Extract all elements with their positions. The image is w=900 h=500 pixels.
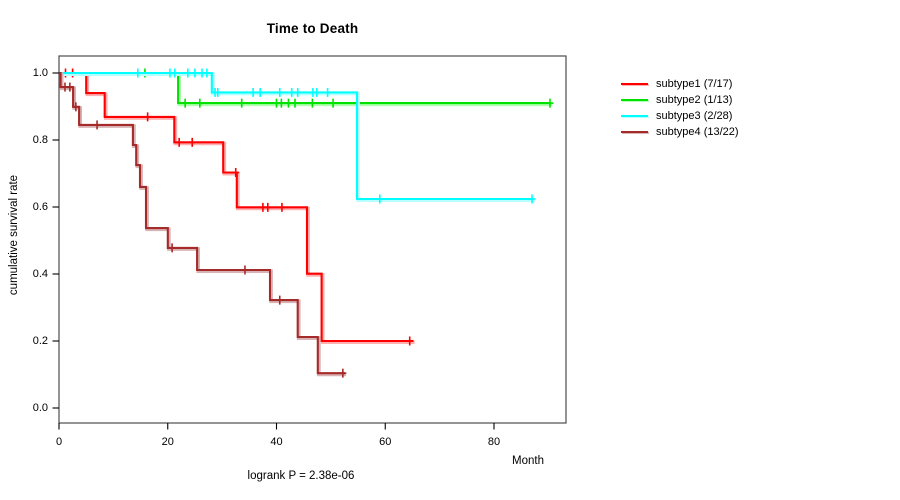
y-tick-label: 0.8 (32, 133, 48, 146)
curve-subtype1 (59, 71, 414, 343)
curve-halo-2 (60, 72, 553, 107)
curve-halo-4 (59, 72, 347, 377)
curve-subtype4 (59, 71, 345, 375)
legend-item-subtype1: subtype1 (7/17) (621, 77, 732, 91)
legend-line-subtype4 (621, 130, 648, 134)
legend-item-subtype2: subtype2 (1/13) (621, 93, 732, 107)
logrank-caption: logrank P = 2.38e-06 (247, 470, 355, 482)
x-tick-label: 80 (487, 436, 501, 448)
legend-line-subtype2 (621, 98, 648, 102)
y-tick-label: 0.2 (32, 334, 48, 347)
legend-line-subtype3 (621, 114, 648, 118)
curve-subtype2 (59, 71, 552, 105)
x-tick-label: 40 (270, 436, 283, 448)
legend-item-subtype3: subtype3 (2/28) (621, 109, 732, 123)
curve-halo-1 (60, 72, 415, 345)
x-tick-label: 0 (55, 436, 63, 448)
y-tick-label: 0.4 (32, 267, 48, 280)
y-tick-label: 1.0 (32, 66, 48, 79)
legend-item-subtype4: subtype4 (13/22) (621, 125, 739, 139)
legend-label-subtype2: subtype2 (1/13) (656, 93, 733, 106)
legend-line-subtype1 (621, 82, 648, 86)
plot-box (58, 55, 567, 424)
x-tick-label: 60 (379, 436, 392, 448)
legend-label-subtype1: subtype1 (7/17) (656, 77, 733, 90)
y-tick-label: 0.0 (32, 401, 48, 414)
x-axis-title: Month (512, 455, 544, 467)
y-tick-label: 0.6 (32, 200, 48, 213)
x-tick-label: 20 (161, 436, 174, 448)
legend-label-subtype4: subtype4 (13/22) (656, 125, 739, 138)
chart-title: Time to Death (266, 21, 359, 36)
legend-label-subtype3: subtype3 (2/28) (656, 109, 733, 122)
